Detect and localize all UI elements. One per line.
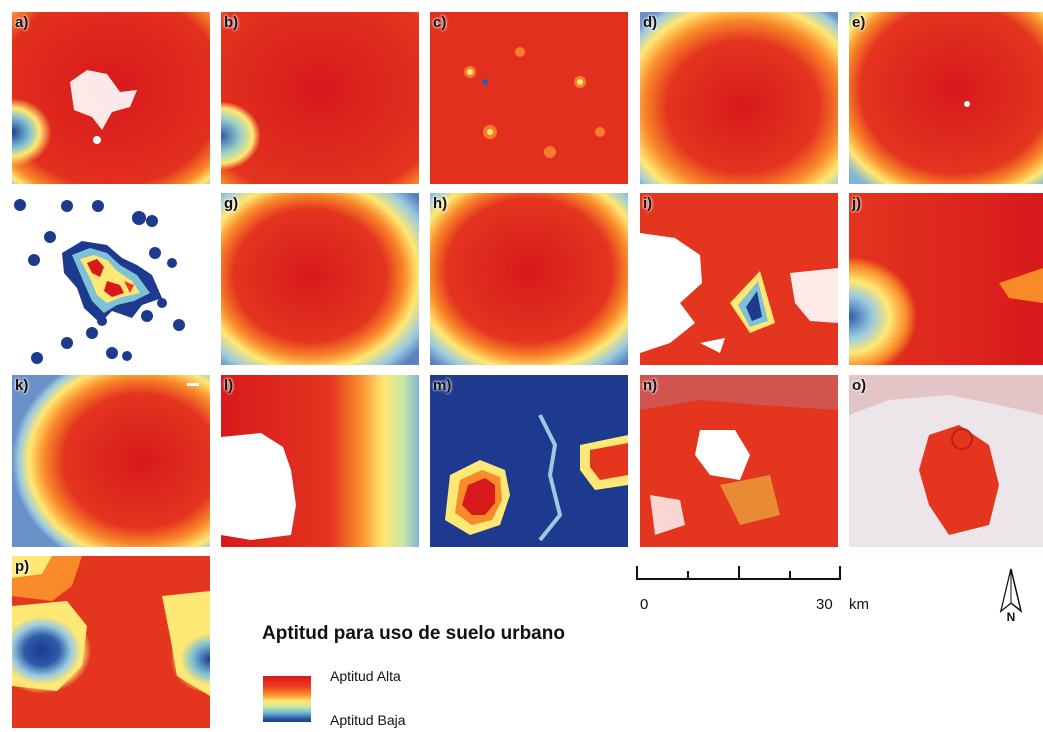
suitability-raster — [221, 375, 419, 547]
map-panel-f — [12, 193, 210, 365]
panel-label: g) — [224, 195, 239, 212]
legend-high-label: Aptitud Alta — [330, 668, 401, 684]
scale-tick — [687, 571, 689, 579]
scale-tick — [738, 566, 740, 580]
panel-label: e) — [852, 14, 866, 31]
suitability-raster — [12, 556, 210, 728]
scale-start: 0 — [640, 596, 649, 613]
scale-unit: km — [849, 596, 869, 613]
suitability-raster — [221, 193, 419, 365]
map-panel-m: m) — [430, 375, 628, 547]
map-panel-i: i) — [640, 193, 838, 365]
map-panel-g: g) — [221, 193, 419, 365]
panel-label: p) — [15, 558, 30, 575]
panel-label: l) — [224, 377, 234, 394]
suitability-raster — [12, 12, 210, 184]
legend-title: Aptitud para uso de suelo urbano — [262, 623, 565, 644]
map-panel-d: d) — [640, 12, 838, 184]
panel-label: a) — [15, 14, 29, 31]
panel-label: d) — [643, 14, 658, 31]
map-panel-p: p) — [12, 556, 210, 728]
panel-label: m) — [433, 377, 452, 394]
legend-color-ramp — [263, 676, 311, 722]
suitability-raster — [640, 193, 838, 365]
panel-label: o) — [852, 377, 867, 394]
map-panel-j: j) — [849, 193, 1043, 365]
map-panel-a: a) — [12, 12, 210, 184]
suitability-raster — [12, 193, 210, 365]
map-panel-b: b) — [221, 12, 419, 184]
map-panel-c: c) — [430, 12, 628, 184]
suitability-raster — [849, 375, 1043, 547]
panel-label: h) — [433, 195, 448, 212]
suitability-raster — [640, 375, 838, 547]
panel-label: j) — [852, 195, 862, 212]
panel-label: i) — [643, 195, 653, 212]
north-label: N — [1007, 610, 1016, 623]
scale-end: 30 — [816, 596, 833, 613]
map-panel-e: e) — [849, 12, 1043, 184]
suitability-raster — [849, 12, 1043, 184]
scale-tick — [789, 571, 791, 579]
legend-low-label: Aptitud Baja — [330, 712, 406, 728]
panel-label: c) — [433, 14, 447, 31]
north-arrow: N — [993, 567, 1029, 624]
map-panel-n: n) — [640, 375, 838, 547]
suitability-raster — [430, 193, 628, 365]
suitability-raster — [430, 375, 628, 547]
suitability-raster — [12, 375, 210, 547]
suitability-raster — [430, 12, 628, 184]
suitability-raster — [640, 12, 838, 184]
suitability-raster — [221, 12, 419, 184]
panel-label: n) — [643, 377, 658, 394]
scale-tick — [636, 566, 638, 580]
map-panel-o: o) — [849, 375, 1043, 547]
scale-tick — [839, 566, 841, 580]
north-arrow-icon: N — [999, 568, 1023, 624]
suitability-raster — [849, 193, 1043, 365]
panel-label: b) — [224, 14, 239, 31]
map-panel-k: k) — [12, 375, 210, 547]
map-panel-l: l) — [221, 375, 419, 547]
scale-bar: 0 30 km — [636, 566, 869, 616]
map-panel-h: h) — [430, 193, 628, 365]
panel-label: k) — [15, 377, 29, 394]
